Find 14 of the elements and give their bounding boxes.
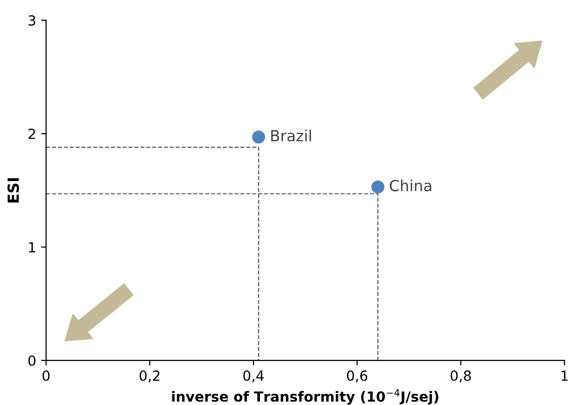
x-axis-title: inverse of Transformity (10$^{−4}$J/sej) (172, 389, 438, 405)
x-tick-label: 0,2 (140, 370, 160, 382)
x-tick-label: 0 (42, 370, 50, 381)
series-label: China (390, 180, 432, 192)
y-tick-label: 0 (28, 355, 36, 366)
x-tick-label: 1 (562, 370, 568, 381)
x-tick-label: 0,8 (450, 370, 471, 382)
y-tick-label: 2 (28, 128, 35, 139)
y-tick-label: 3 (28, 15, 36, 26)
series-label: Brazil (271, 130, 311, 142)
y-axis-title: ESI (7, 178, 20, 203)
y-tick-label: 1 (29, 242, 36, 252)
x-tick-label: 0,6 (346, 370, 368, 382)
x-tick-label: 0,4 (243, 370, 264, 382)
